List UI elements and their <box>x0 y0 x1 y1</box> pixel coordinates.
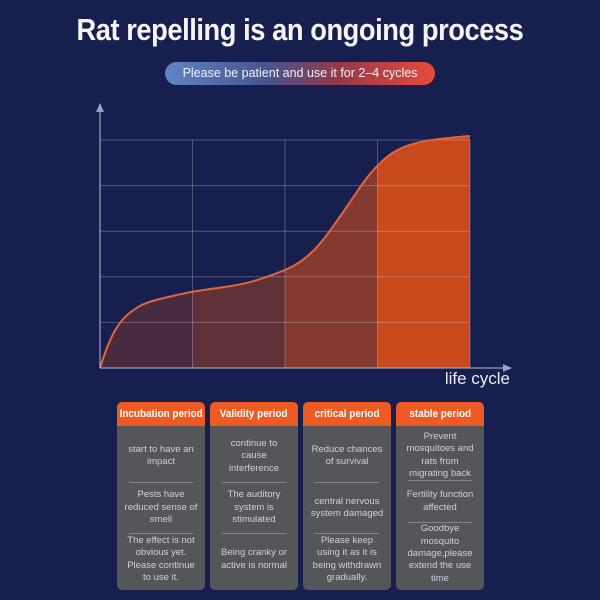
page-title-wrap: Rat repelling is an ongoing process <box>0 12 600 48</box>
phase-cell: Pests have reduced sense of smell <box>124 489 198 526</box>
phase-body: continue to cause interference The audit… <box>210 426 298 590</box>
phase-header-label: stable period <box>409 408 471 420</box>
phase-cell: central nervous system damaged <box>310 495 384 519</box>
phase-cell: Please keep using it as it is being with… <box>312 534 382 584</box>
phase-header-incubation: Incubation period <box>117 402 205 426</box>
phase-cell: Fertility function affected <box>406 489 474 513</box>
phase-body: start to have an impact Pests have reduc… <box>117 426 205 590</box>
phase-cell: The auditory system is stimulated <box>227 489 281 526</box>
cell-divider <box>315 481 379 483</box>
cell-divider <box>129 533 193 535</box>
phase-cell: Prevent mosquitoes and rats from migrati… <box>406 431 474 480</box>
phase-header-critical: critical period <box>303 402 391 426</box>
phase-cell: start to have an impact <box>128 443 194 468</box>
patience-banner: Please be patient and use it for 2–4 cyc… <box>164 62 436 85</box>
cell-divider <box>222 533 286 535</box>
phase-column-stable: stable period Prevent mosquitoes and rat… <box>396 402 484 590</box>
x-axis-arrow-icon <box>503 364 512 372</box>
life-cycle-growth-chart <box>96 103 512 372</box>
banner-wrap: Please be patient and use it for 2–4 cyc… <box>0 62 600 85</box>
growth-curve <box>99 135 471 369</box>
phase-header-label: critical period <box>314 408 380 420</box>
phase-cell: Being cranky or active is normal <box>220 547 287 571</box>
phase-header-label: Validity period <box>220 408 288 420</box>
phase-table: Incubation period start to have an impac… <box>117 402 484 590</box>
phase-column-critical: critical period Reduce chances of surviv… <box>303 402 391 590</box>
cell-divider <box>315 533 379 535</box>
phase-body: Reduce chances of survival central nervo… <box>303 426 391 590</box>
phase-header-label: Incubation period <box>119 408 203 420</box>
cell-divider <box>408 480 472 482</box>
phase-cell: Goodbye mosquito damage,please extend th… <box>407 523 473 584</box>
cell-divider <box>222 481 286 483</box>
x-axis-label: life cycle <box>444 369 510 388</box>
curve-area-fill <box>100 136 470 368</box>
cell-divider <box>408 522 472 524</box>
phase-cell: Reduce chances of survival <box>311 443 383 468</box>
phase-body: Prevent mosquitoes and rats from migrati… <box>396 426 484 590</box>
y-axis-arrow-icon <box>96 103 104 112</box>
phase-header-stable: stable period <box>396 402 484 426</box>
phase-column-incubation: Incubation period start to have an impac… <box>117 402 205 590</box>
page-title: Rat repelling is an ongoing process <box>76 12 524 47</box>
phase-cell: The effect is not obvious yet. Please co… <box>127 534 195 584</box>
phase-cell: continue to cause interference <box>228 437 280 474</box>
phase-column-validity: Validity period continue to cause interf… <box>210 402 298 590</box>
cell-divider <box>129 481 193 483</box>
phase-header-validity: Validity period <box>210 402 298 426</box>
